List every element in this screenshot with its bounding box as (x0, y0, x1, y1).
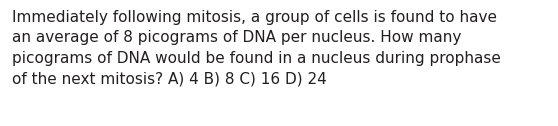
Text: Immediately following mitosis, a group of cells is found to have
an average of 8: Immediately following mitosis, a group o… (12, 10, 501, 86)
